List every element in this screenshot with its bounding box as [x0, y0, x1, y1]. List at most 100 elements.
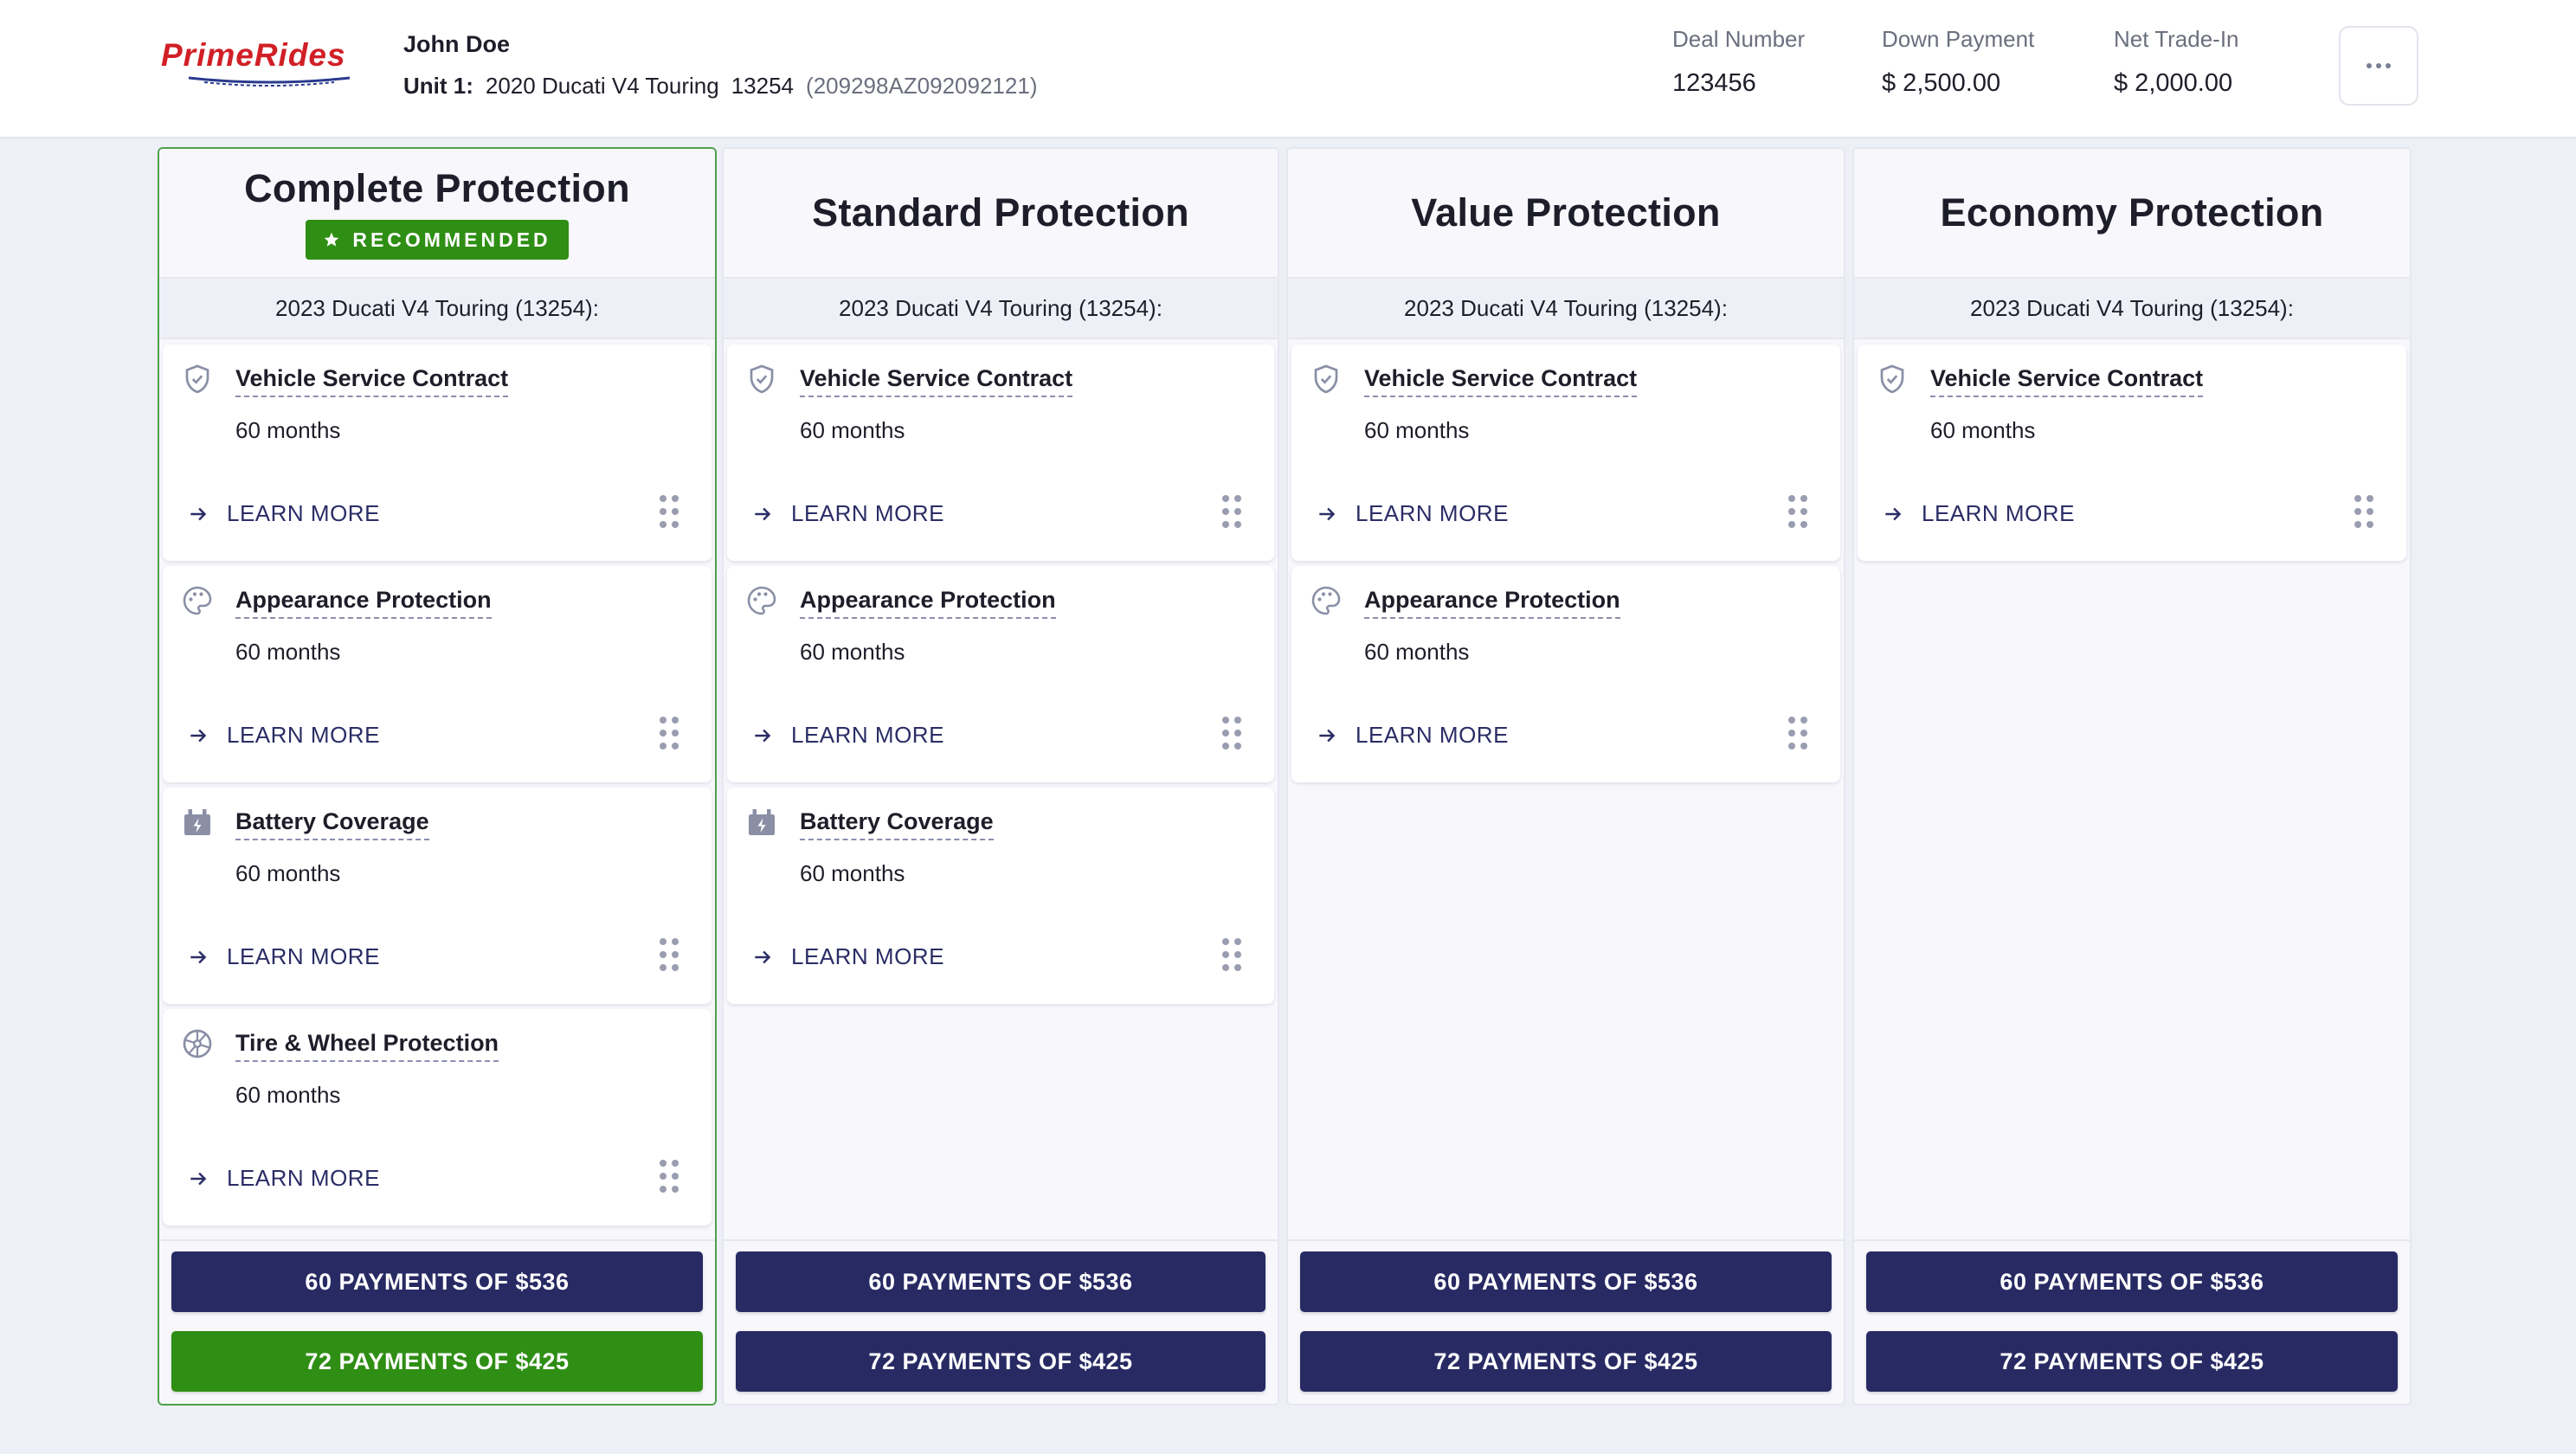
plan-column-complete[interactable]: Complete Protection RECOMMENDED 2023 Duc… [158, 147, 717, 1406]
payment-72-button[interactable]: 72 PAYMENTS OF $425 [1866, 1331, 2398, 1392]
learn-more-link[interactable]: LEARN MORE [1882, 500, 2075, 527]
payment-60-button[interactable]: 60 PAYMENTS OF $536 [736, 1251, 1265, 1312]
plan-payment-options: 60 PAYMENTS OF $536 72 PAYMENTS OF $425 [159, 1239, 715, 1404]
plan-header: Value Protection [1288, 149, 1844, 279]
learn-more-link[interactable]: LEARN MORE [187, 943, 380, 970]
payment-72-button[interactable]: 72 PAYMENTS OF $425 [736, 1331, 1265, 1392]
learn-more-link[interactable]: LEARN MORE [187, 1165, 380, 1192]
product-card-battery: Battery Coverage 60 months LEARN MORE [727, 788, 1274, 1004]
palette-icon [183, 586, 212, 615]
payment-60-button[interactable]: 60 PAYMENTS OF $536 [1866, 1251, 2398, 1312]
more-options-button[interactable] [2339, 26, 2418, 106]
drag-handle-icon[interactable] [1220, 715, 1243, 751]
stat-label: Deal Number [1672, 26, 1806, 52]
drag-handle-icon[interactable] [658, 493, 680, 530]
plan-column-value[interactable]: Value Protection 2023 Ducati V4 Touring … [1286, 147, 1845, 1406]
drag-handle-icon[interactable] [1220, 493, 1243, 530]
product-term: 60 months [800, 417, 905, 443]
arrow-right-icon [1319, 729, 1336, 742]
battery-icon [184, 809, 210, 835]
unit-label: Unit 1: [403, 73, 473, 99]
product-name-link[interactable]: Vehicle Service Contract [800, 365, 1073, 397]
product-name-link[interactable]: Vehicle Service Contract [235, 365, 509, 397]
product-card-vsc: Vehicle Service Contract 60 months LEARN… [1291, 344, 1840, 561]
product-term: 60 months [800, 639, 905, 665]
drag-handle-icon[interactable] [1787, 493, 1809, 530]
product-term: 60 months [1364, 417, 1470, 443]
learn-more-label: LEARN MORE [1356, 722, 1509, 748]
product-name-link[interactable]: Vehicle Service Contract [1930, 365, 2204, 397]
product-term: 60 months [235, 1082, 341, 1108]
arrow-right-icon [1885, 507, 1902, 520]
plan-column-economy[interactable]: Economy Protection 2023 Ducati V4 Tourin… [1852, 147, 2412, 1406]
product-term: 60 months [235, 417, 341, 443]
plan-title: Complete Protection [244, 166, 630, 210]
payment-60-button[interactable]: 60 PAYMENTS OF $536 [171, 1251, 703, 1312]
product-name-link[interactable]: Appearance Protection [800, 587, 1056, 619]
product-term: 60 months [235, 639, 341, 665]
arrow-right-icon [755, 729, 771, 742]
drag-handle-icon[interactable] [658, 1158, 680, 1194]
learn-more-link[interactable]: LEARN MORE [751, 500, 944, 527]
arrow-right-icon [190, 729, 207, 742]
down-payment-stat: Down Payment $ 2,500.00 [1882, 26, 2034, 98]
deal-number-stat: Deal Number 123456 [1672, 26, 1805, 98]
ellipsis-icon [2367, 63, 2391, 68]
learn-more-label: LEARN MORE [227, 500, 380, 526]
learn-more-link[interactable]: LEARN MORE [1316, 500, 1509, 527]
stat-value: 123456 [1672, 69, 1756, 97]
plan-header: Complete Protection RECOMMENDED [159, 149, 715, 279]
drag-handle-icon[interactable] [1220, 936, 1243, 973]
plan-payment-options: 60 PAYMENTS OF $536 72 PAYMENTS OF $425 [1288, 1239, 1844, 1404]
star-icon [325, 232, 339, 247]
payment-72-button[interactable]: 72 PAYMENTS OF $425 [1300, 1331, 1832, 1392]
drag-handle-icon[interactable] [658, 715, 680, 751]
plan-payment-options: 60 PAYMENTS OF $536 72 PAYMENTS OF $425 [724, 1239, 1278, 1404]
product-term: 60 months [235, 860, 341, 886]
brand-logo: PrimeRides [161, 38, 374, 90]
badge-label: RECOMMENDED [352, 228, 551, 251]
product-name-link[interactable]: Battery Coverage [800, 808, 994, 840]
stat-label: Net Trade-In [2114, 26, 2239, 52]
product-name-link[interactable]: Appearance Protection [235, 587, 492, 619]
stat-value: $ 2,000.00 [2114, 69, 2233, 97]
learn-more-link[interactable]: LEARN MORE [1316, 722, 1509, 749]
drag-handle-icon[interactable] [658, 936, 680, 973]
arrow-right-icon [1319, 507, 1336, 520]
arrow-right-icon [190, 1172, 207, 1185]
learn-more-link[interactable]: LEARN MORE [751, 722, 944, 749]
palette-icon [747, 586, 776, 615]
recommended-badge: RECOMMENDED [306, 220, 569, 260]
payment-60-button[interactable]: 60 PAYMENTS OF $536 [1300, 1251, 1832, 1312]
plan-column-standard[interactable]: Standard Protection 2023 Ducati V4 Touri… [722, 147, 1279, 1406]
net-trade-in-stat: Net Trade-In $ 2,000.00 [2114, 26, 2239, 98]
arrow-right-icon [190, 507, 207, 520]
learn-more-label: LEARN MORE [791, 722, 944, 748]
learn-more-label: LEARN MORE [227, 1165, 380, 1191]
customer-name: John Doe [403, 31, 511, 57]
product-name-link[interactable]: Appearance Protection [1364, 587, 1620, 619]
unit-number: 13254 [731, 73, 795, 99]
learn-more-label: LEARN MORE [791, 943, 944, 969]
shield-icon [750, 364, 774, 394]
plan-vehicle: 2023 Ducati V4 Touring (13254): [724, 279, 1278, 339]
drag-handle-icon[interactable] [1787, 715, 1809, 751]
product-card-vsc: Vehicle Service Contract 60 months LEARN… [1858, 344, 2406, 561]
payment-72-button[interactable]: 72 PAYMENTS OF $425 [171, 1331, 703, 1392]
product-card-tire-wheel: Tire & Wheel Protection 60 months LEARN … [163, 1009, 712, 1226]
palette-icon [1311, 586, 1341, 615]
learn-more-label: LEARN MORE [1922, 500, 2075, 526]
product-name-link[interactable]: Vehicle Service Contract [1364, 365, 1638, 397]
product-card-vsc: Vehicle Service Contract 60 months LEARN… [727, 344, 1274, 561]
drag-handle-icon[interactable] [2353, 493, 2375, 530]
product-name-link[interactable]: Tire & Wheel Protection [235, 1030, 499, 1062]
learn-more-link[interactable]: LEARN MORE [751, 943, 944, 970]
plan-vehicle: 2023 Ducati V4 Touring (13254): [1288, 279, 1844, 339]
learn-more-link[interactable]: LEARN MORE [187, 500, 380, 527]
product-card-battery: Battery Coverage 60 months LEARN MORE [163, 788, 712, 1004]
learn-more-label: LEARN MORE [791, 500, 944, 526]
product-name-link[interactable]: Battery Coverage [235, 808, 429, 840]
learn-more-label: LEARN MORE [227, 943, 380, 969]
learn-more-link[interactable]: LEARN MORE [187, 722, 380, 749]
learn-more-label: LEARN MORE [1356, 500, 1509, 526]
